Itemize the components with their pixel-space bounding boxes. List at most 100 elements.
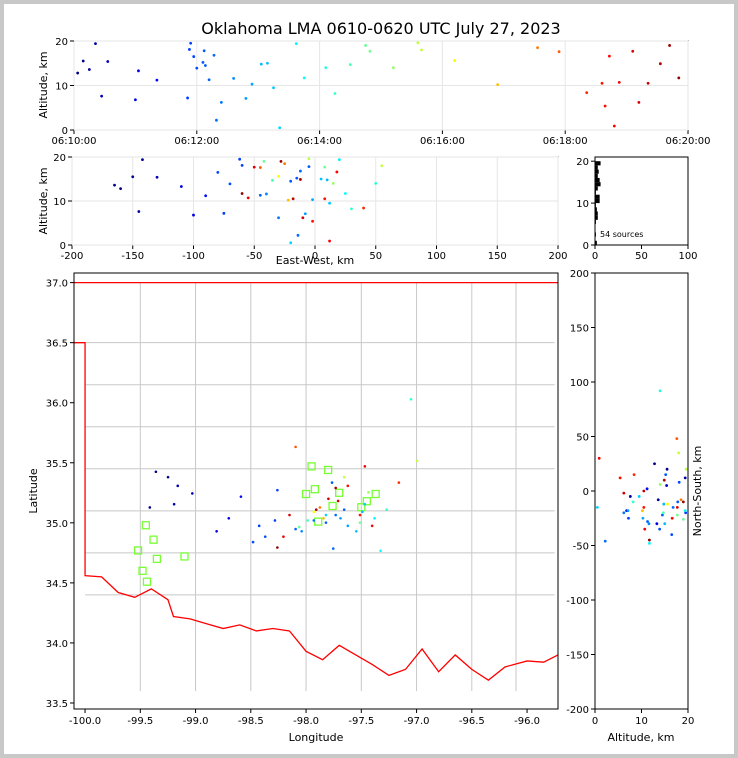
histogram-bar [595,211,598,216]
source-marks [76,41,688,553]
altitude-ns-point [648,538,651,542]
ew-altitude-point [289,241,293,245]
histogram-bar [595,186,598,191]
station-marker [314,517,323,526]
altitude-ns-point [622,491,626,495]
latitude-tick-label: 36.5 [46,339,68,350]
histogram-bar [595,198,600,204]
ew-altitude-point [301,216,305,220]
altitude-ns-point [662,478,666,482]
plan-view-point [300,529,303,533]
altitude-ns-point [677,480,681,484]
ew-altitude-point [137,210,141,213]
plan-view-point [251,540,255,544]
plan-view-point [334,513,337,517]
altitude-ns-point [653,462,656,466]
altitude-ns-point [664,473,668,477]
altitude-ns-point [679,498,683,502]
time-altitude-point [212,53,216,57]
ew-tick-label: -200 [61,251,84,262]
ns-tick-label: -50 [573,542,589,553]
altitude-ns-point [670,533,674,536]
time-altitude-point [219,101,223,104]
plan-view-point [176,484,180,488]
station-marker [328,501,337,511]
ew-altitude-point [141,158,144,162]
time-altitude-point [201,60,205,64]
ew-altitude-point [295,176,299,180]
plan-view-point [358,521,362,524]
plan-view-point [273,519,277,522]
altitude-ns-point [648,541,651,545]
station-marker [307,462,316,471]
plan-view-point [312,510,316,514]
altitude-ns-point [666,502,669,506]
ew-altitude-point [228,182,232,186]
plan-view-point [327,497,330,501]
time-tick-label: 06:20:00 [666,136,711,147]
station-marker [335,488,344,497]
plan-view-point [239,495,243,498]
plan-view-point [367,491,370,494]
plan-view-point [346,484,350,488]
latitude-tick-label: 34.5 [46,579,68,590]
ew-altitude-point [286,198,290,202]
plan-view-point [294,527,297,531]
plan-view-point [363,465,367,468]
time-tick-label: 06:12:00 [174,136,219,147]
ns-tick-label: -150 [566,651,589,662]
time-altitude-point [272,86,275,90]
ew-altitude-point [262,160,266,163]
time-altitude-point [186,96,189,100]
altitude-ns-point [627,516,630,520]
ew-altitude-point [283,162,287,166]
latitude-tick-label: 35.5 [46,459,68,470]
plan-view-axes [73,272,559,710]
county-lines [74,281,558,691]
altitude-ns-point [661,513,664,517]
ew-altitude-point [113,183,116,187]
figure-canvas: Oklahoma LMA 0610-0620 UTC July 27, 2023… [4,4,734,754]
time-altitude-point [612,124,616,128]
histogram-bar [595,169,599,174]
ew-tick-label: -150 [121,251,144,262]
altitude-ns-point [656,498,660,502]
ew-altitude-point [325,178,329,182]
time-altitude-point [76,71,80,75]
longitude-tick-label: -96.5 [459,716,485,727]
longitude-tick-label: -100.0 [69,716,101,727]
ew-altitude-point [291,197,295,201]
ew-altitude-point [296,233,300,237]
altitude-ns-point [603,539,607,543]
ns-tick-label: 50 [576,433,589,444]
ew-altitude-point [380,164,384,168]
ew-altitude-point [323,165,327,169]
time-altitude-point [603,104,607,108]
time-altitude-point [557,50,561,54]
plan-view-point [339,516,342,520]
station-marker [180,552,189,561]
plan-view-point [336,499,340,503]
altitude-ns-point [665,467,669,471]
longitude-tick-label: -98.5 [238,716,264,727]
histogram-bar [595,173,598,178]
altitude-ns-point [646,520,649,523]
altitude-ns-point [684,511,688,515]
station-marker [371,489,380,499]
time-altitude-point [453,59,457,62]
plan-view-point [282,535,285,538]
plan-view-point [355,529,358,533]
altitude-histogram-panel: 54 sources [594,156,689,246]
plan-view-point [370,524,374,528]
longitude-tick-label: -97.0 [404,716,430,727]
time-altitude-point [646,81,650,85]
ew-altitude-point [299,178,302,181]
latitude-tick-label: 35.0 [46,519,68,530]
altitude-ns-point [641,509,644,513]
ew-tick-label: 100 [427,251,446,262]
ew-altitude-ylabel: Altitude, km [37,167,50,234]
time-altitude-point [585,91,589,95]
ew-altitude-point [119,187,122,191]
ew-tick-label: -50 [246,251,262,262]
ns-tick-label: -200 [566,705,589,716]
